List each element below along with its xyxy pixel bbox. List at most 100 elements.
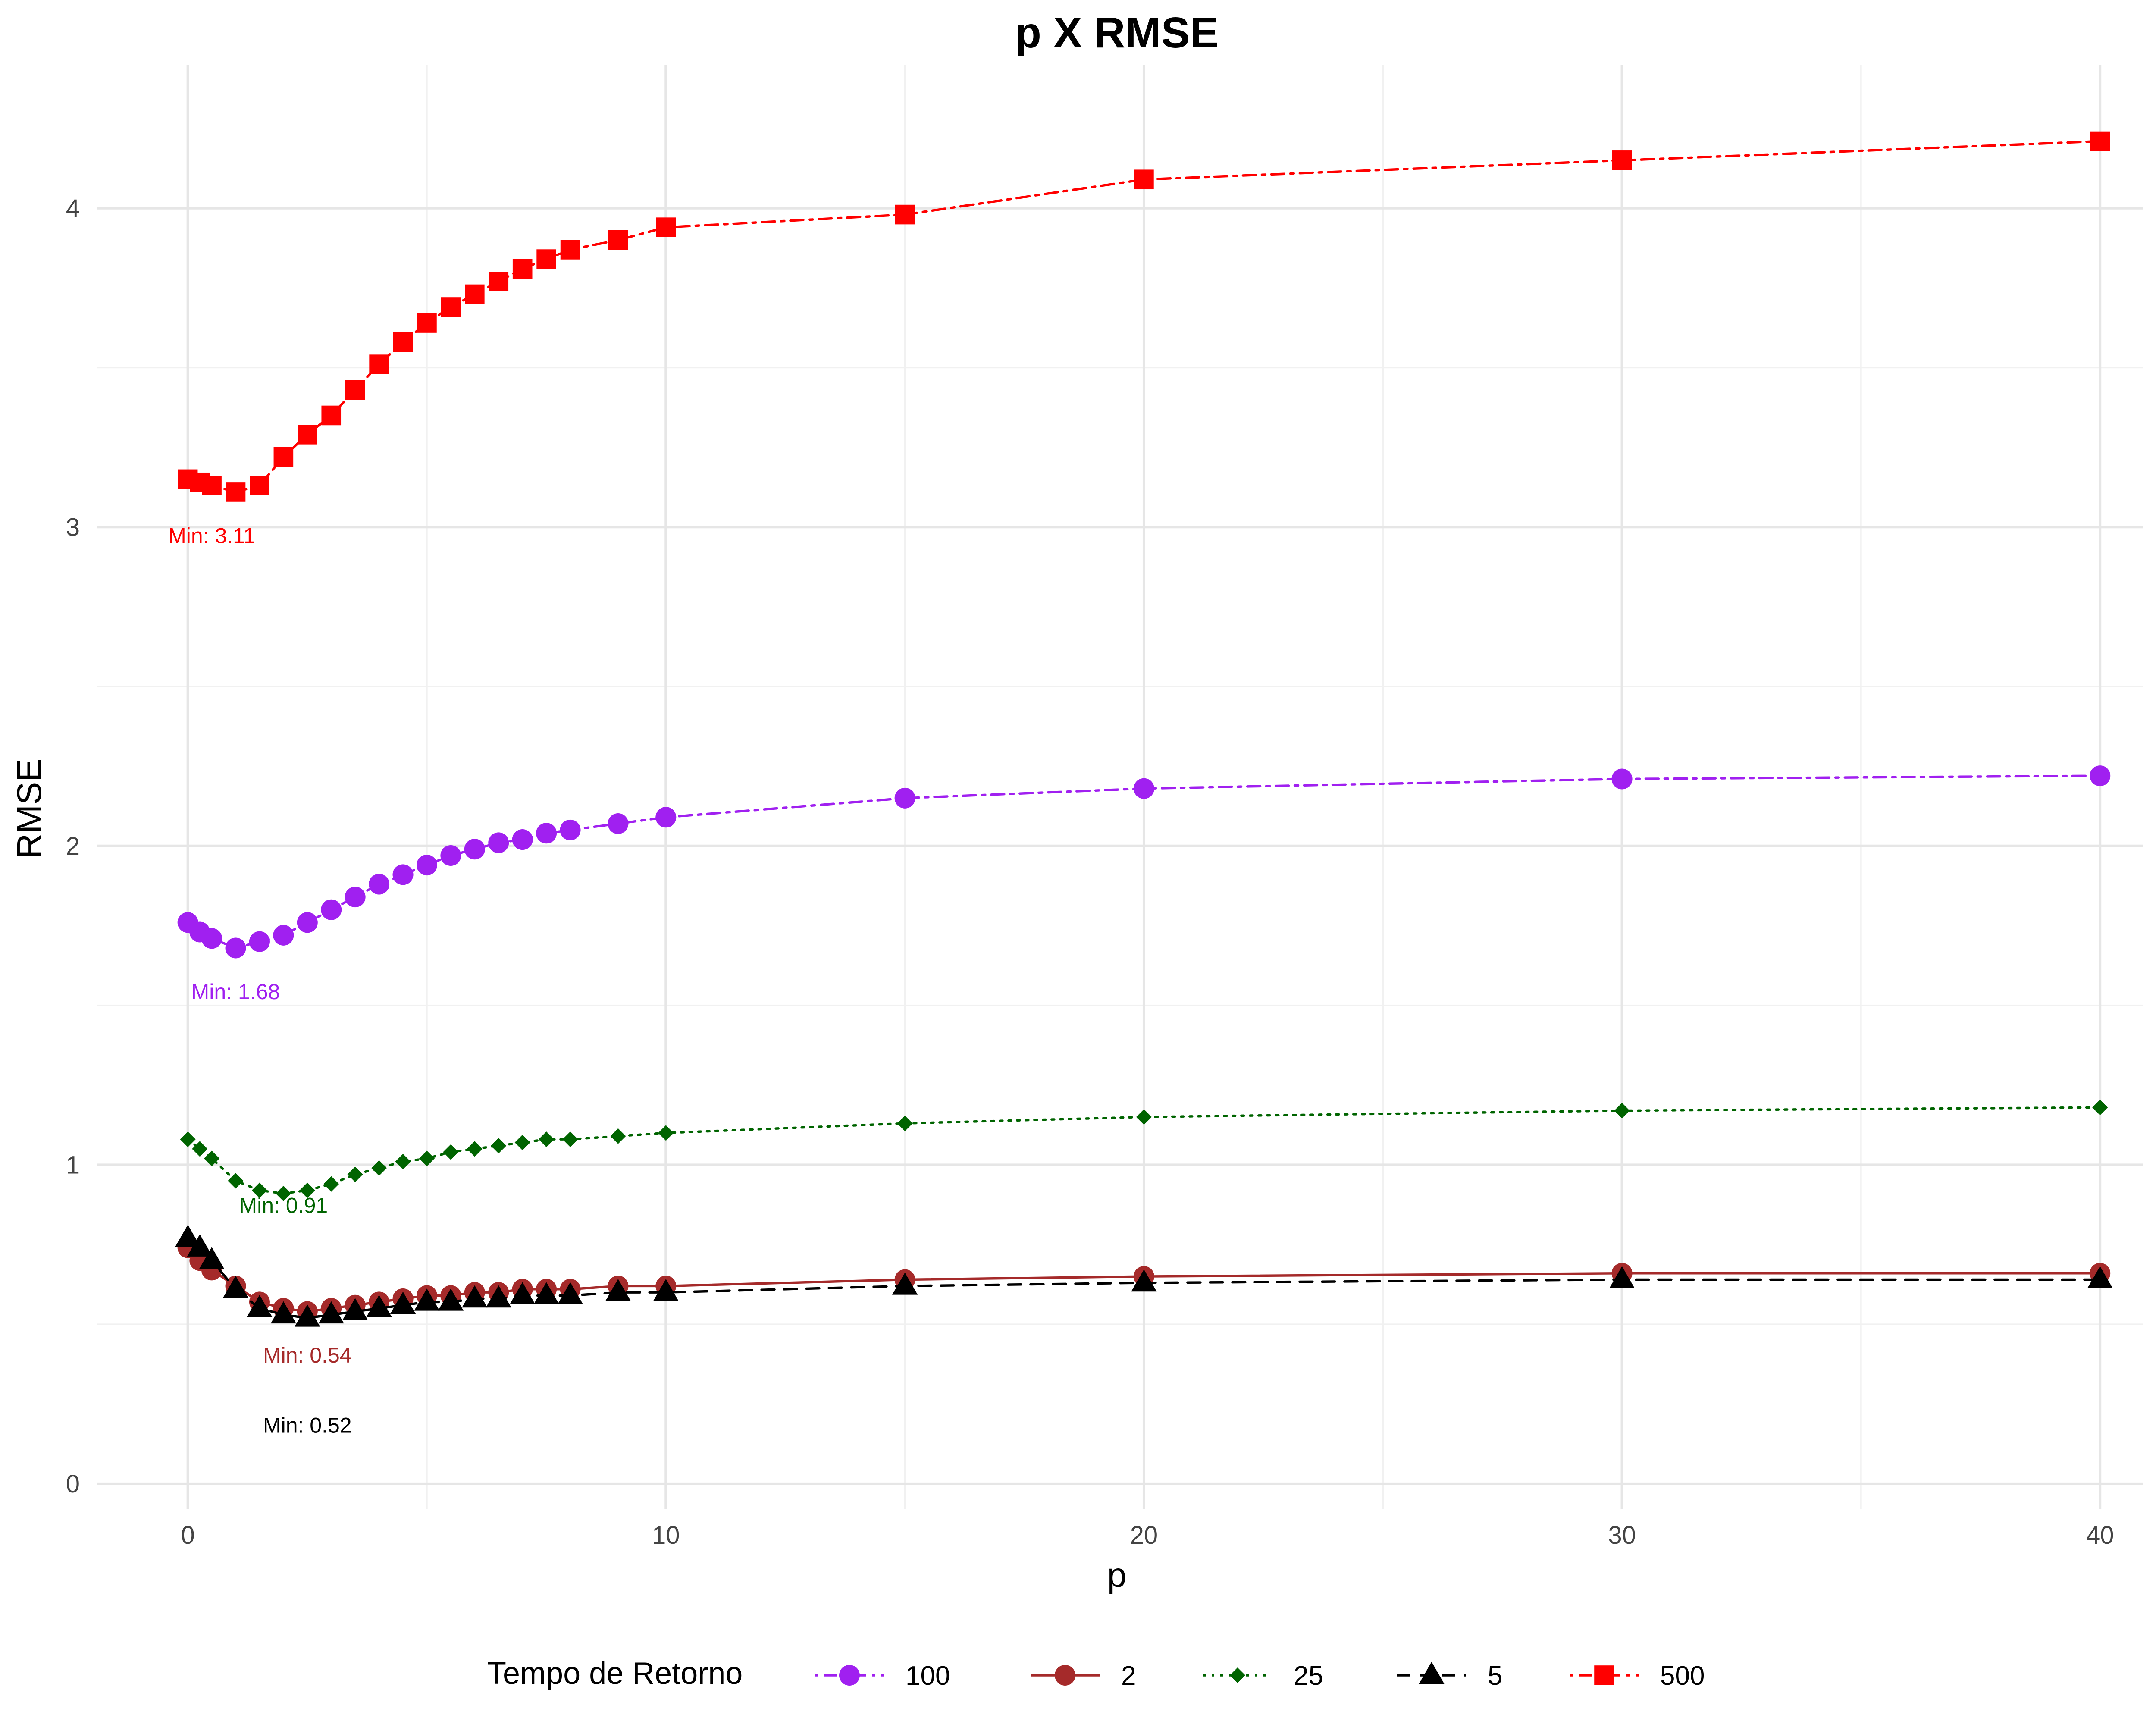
data-point-100 [894, 787, 915, 809]
data-point-100 [536, 823, 557, 844]
data-point-500 [560, 240, 580, 260]
data-point-25 [539, 1131, 555, 1147]
data-point-5 [462, 1285, 488, 1308]
data-point-5 [533, 1282, 559, 1304]
data-point-500 [321, 405, 342, 426]
series-5 [175, 1225, 2113, 1327]
legend-marker-100 [839, 1665, 860, 1686]
y-tick-label: 3 [66, 513, 80, 541]
data-point-25 [276, 1185, 291, 1201]
data-point-500 [298, 425, 317, 445]
data-point-5 [175, 1225, 201, 1247]
legend-item-500: 500 [1570, 1661, 1705, 1691]
data-point-500 [1134, 169, 1154, 190]
data-point-100 [321, 899, 342, 920]
legend-item-5: 5 [1397, 1661, 1502, 1691]
data-point-25 [491, 1138, 507, 1153]
x-tick-label: 20 [1130, 1521, 1158, 1549]
data-point-500 [489, 272, 509, 291]
data-point-25 [443, 1144, 459, 1160]
data-point-5 [342, 1298, 368, 1320]
series-500 [178, 131, 2110, 502]
legend-label-2: 2 [1121, 1661, 1136, 1691]
data-point-500 [512, 259, 533, 279]
legend-label-25: 25 [1294, 1661, 1323, 1691]
data-point-25 [610, 1128, 626, 1144]
data-point-5 [1609, 1266, 1635, 1288]
data-point-5 [222, 1276, 249, 1298]
legend-item-2: 2 [1031, 1661, 1136, 1691]
data-point-25 [562, 1131, 578, 1147]
data-point-5 [270, 1301, 297, 1324]
data-point-5 [318, 1301, 344, 1324]
data-point-500 [393, 332, 413, 352]
min-annotation-500: Min: 3.11 [168, 523, 255, 548]
data-point-5 [892, 1273, 918, 1295]
y-tick-label: 0 [66, 1470, 80, 1498]
legend-label-500: 500 [1660, 1661, 1705, 1691]
x-tick-label: 40 [2086, 1521, 2114, 1549]
data-point-500 [273, 447, 294, 467]
data-point-500 [369, 354, 389, 374]
min-annotation-2: Min: 0.54 [263, 1343, 352, 1367]
data-point-25 [395, 1153, 411, 1169]
series-25 [180, 1100, 2108, 1201]
data-point-5 [557, 1282, 583, 1304]
data-point-5 [366, 1294, 392, 1317]
data-point-500 [441, 297, 461, 317]
data-point-5 [486, 1285, 511, 1308]
data-point-5 [653, 1279, 679, 1301]
x-tick-label: 0 [181, 1521, 195, 1549]
series-line-25 [186, 1106, 2101, 1195]
legend-marker-5 [1419, 1661, 1445, 1684]
data-point-100 [297, 912, 318, 933]
data-point-25 [467, 1141, 483, 1157]
y-tick-label: 2 [66, 832, 80, 860]
legend-title: Tempo de Retorno [487, 1656, 743, 1691]
data-point-25 [299, 1182, 315, 1198]
data-point-500 [1612, 150, 1632, 170]
legend-label-5: 5 [1488, 1661, 1502, 1691]
data-point-5 [605, 1279, 631, 1301]
data-point-5 [199, 1247, 225, 1269]
y-axis-title: RMSE [10, 759, 48, 858]
axis-layer: p X RMSE p RMSE 0 10 20 30 40 0 1 2 3 4 [10, 9, 2114, 1594]
data-point-100 [560, 819, 581, 840]
data-point-500 [895, 204, 915, 225]
data-point-500 [226, 482, 246, 502]
data-point-100 [512, 829, 533, 850]
legend-item-25: 25 [1203, 1661, 1323, 1691]
data-point-25 [228, 1173, 244, 1189]
data-point-100 [273, 925, 294, 946]
data-point-25 [251, 1182, 267, 1198]
x-axis-title: p [1107, 1556, 1127, 1594]
data-point-25 [897, 1116, 913, 1131]
data-point-100 [488, 832, 509, 853]
data-point-25 [1614, 1103, 1630, 1119]
data-point-100 [1133, 778, 1154, 799]
data-point-5 [414, 1288, 440, 1311]
data-point-5 [390, 1291, 416, 1314]
data-point-100 [201, 928, 222, 949]
data-point-100 [392, 864, 414, 885]
data-point-500 [417, 313, 437, 333]
data-point-100 [655, 807, 677, 828]
data-point-500 [465, 284, 485, 304]
legend-marker-2 [1055, 1665, 1075, 1686]
data-point-5 [247, 1294, 273, 1317]
legend-marker-25 [1229, 1667, 1246, 1683]
data-point-100 [369, 874, 390, 895]
data-point-25 [1136, 1109, 1152, 1125]
series-layer [175, 131, 2113, 1327]
data-point-100 [464, 839, 485, 860]
data-point-500 [608, 230, 628, 250]
data-point-5 [438, 1288, 464, 1311]
data-point-5 [1131, 1269, 1157, 1292]
y-tick-label: 4 [66, 194, 80, 223]
data-point-100 [249, 931, 270, 952]
series-100 [177, 765, 2111, 959]
legend: Tempo de Retorno 100 2 25 5 500 [487, 1656, 1705, 1691]
data-point-25 [323, 1176, 339, 1192]
data-point-5 [2087, 1266, 2113, 1288]
